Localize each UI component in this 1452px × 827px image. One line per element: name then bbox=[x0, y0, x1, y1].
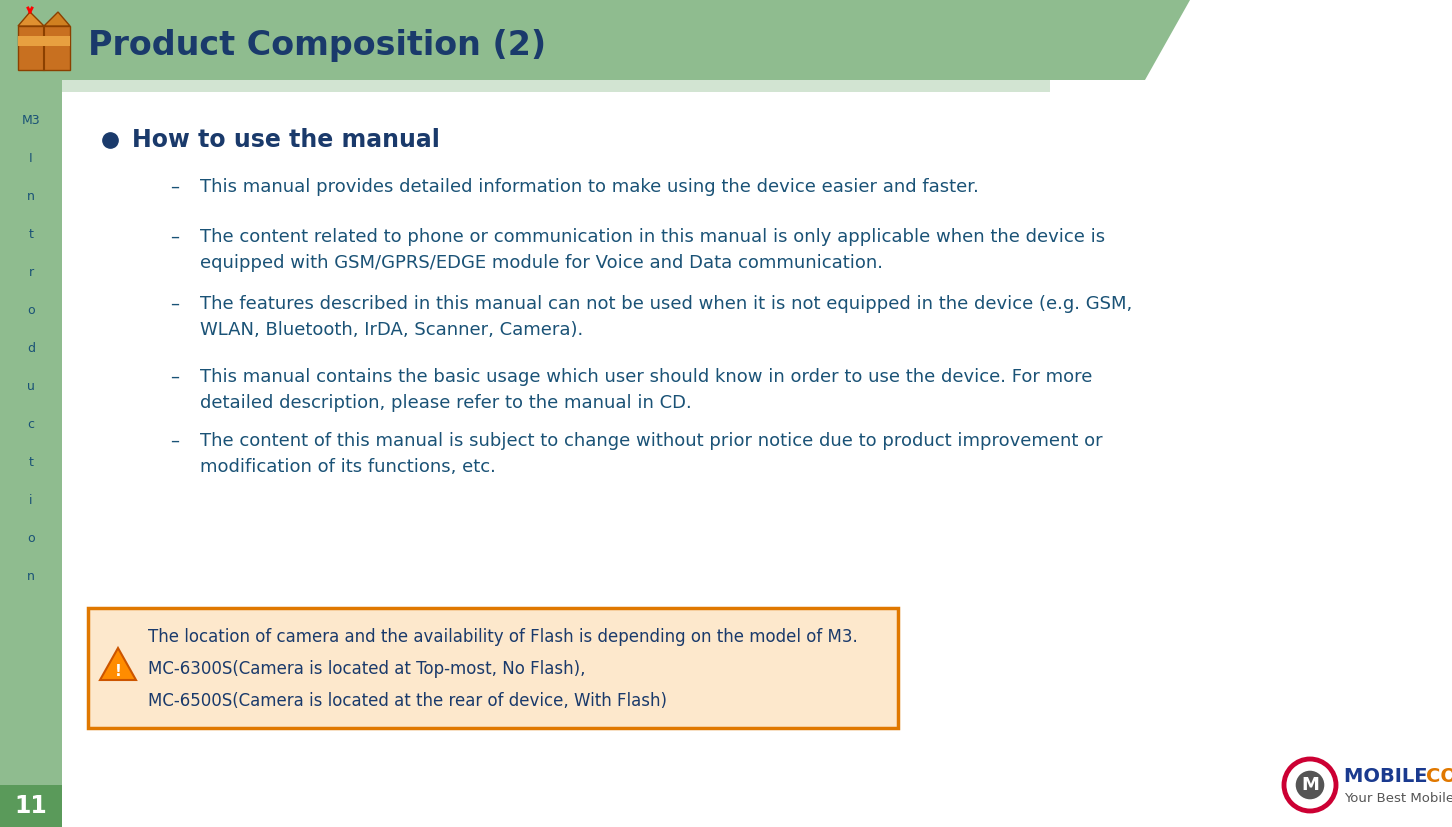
Text: Your Best Mobile Biz Partner: Your Best Mobile Biz Partner bbox=[1345, 792, 1452, 805]
Text: u: u bbox=[28, 380, 35, 393]
Text: COMPIA: COMPIA bbox=[1426, 767, 1452, 786]
Text: –: – bbox=[170, 432, 180, 450]
Text: MC-6300S(Camera is located at Top-most, No Flash),: MC-6300S(Camera is located at Top-most, … bbox=[148, 660, 585, 678]
Text: The features described in this manual can not be used when it is not equipped in: The features described in this manual ca… bbox=[200, 295, 1133, 339]
FancyBboxPatch shape bbox=[89, 608, 897, 728]
Text: r: r bbox=[29, 265, 33, 279]
Text: o: o bbox=[28, 532, 35, 544]
Bar bbox=[0, 785, 62, 827]
Text: I: I bbox=[29, 151, 33, 165]
Text: n: n bbox=[28, 570, 35, 582]
Text: –: – bbox=[170, 295, 180, 313]
Text: c: c bbox=[28, 418, 35, 431]
Text: M: M bbox=[1301, 776, 1318, 794]
Circle shape bbox=[1284, 759, 1336, 811]
Text: –: – bbox=[170, 368, 180, 386]
Text: n: n bbox=[28, 189, 35, 203]
Text: !: ! bbox=[115, 665, 122, 680]
Text: The content of this manual is subject to change without prior notice due to prod: The content of this manual is subject to… bbox=[200, 432, 1102, 476]
Text: The content related to phone or communication in this manual is only applicable : The content related to phone or communic… bbox=[200, 228, 1105, 272]
Text: –: – bbox=[170, 178, 180, 196]
Bar bbox=[17, 36, 70, 46]
Text: This manual contains the basic usage which user should know in order to use the : This manual contains the basic usage whi… bbox=[200, 368, 1092, 412]
Text: MC-6500S(Camera is located at the rear of device, With Flash): MC-6500S(Camera is located at the rear o… bbox=[148, 692, 666, 710]
Text: MOBILE: MOBILE bbox=[1345, 767, 1435, 786]
Text: i: i bbox=[29, 494, 33, 506]
Text: The location of camera and the availability of Flash is depending on the model o: The location of camera and the availabil… bbox=[148, 628, 858, 646]
Polygon shape bbox=[100, 648, 136, 680]
Circle shape bbox=[1295, 771, 1324, 800]
Bar bbox=[0, 0, 1050, 80]
Text: d: d bbox=[28, 342, 35, 355]
Text: o: o bbox=[28, 304, 35, 317]
Text: t: t bbox=[29, 456, 33, 469]
Text: –: – bbox=[170, 228, 180, 246]
Bar bbox=[0, 0, 62, 827]
Polygon shape bbox=[1050, 0, 1191, 80]
Text: Product Composition (2): Product Composition (2) bbox=[89, 30, 546, 63]
Text: This manual provides detailed information to make using the device easier and fa: This manual provides detailed informatio… bbox=[200, 178, 979, 196]
Polygon shape bbox=[62, 80, 1050, 92]
Polygon shape bbox=[44, 12, 70, 26]
Text: t: t bbox=[29, 227, 33, 241]
Text: 11: 11 bbox=[15, 794, 48, 818]
Bar bbox=[17, 26, 70, 70]
Polygon shape bbox=[17, 12, 44, 26]
Text: How to use the manual: How to use the manual bbox=[132, 128, 440, 152]
Text: M3: M3 bbox=[22, 113, 41, 127]
